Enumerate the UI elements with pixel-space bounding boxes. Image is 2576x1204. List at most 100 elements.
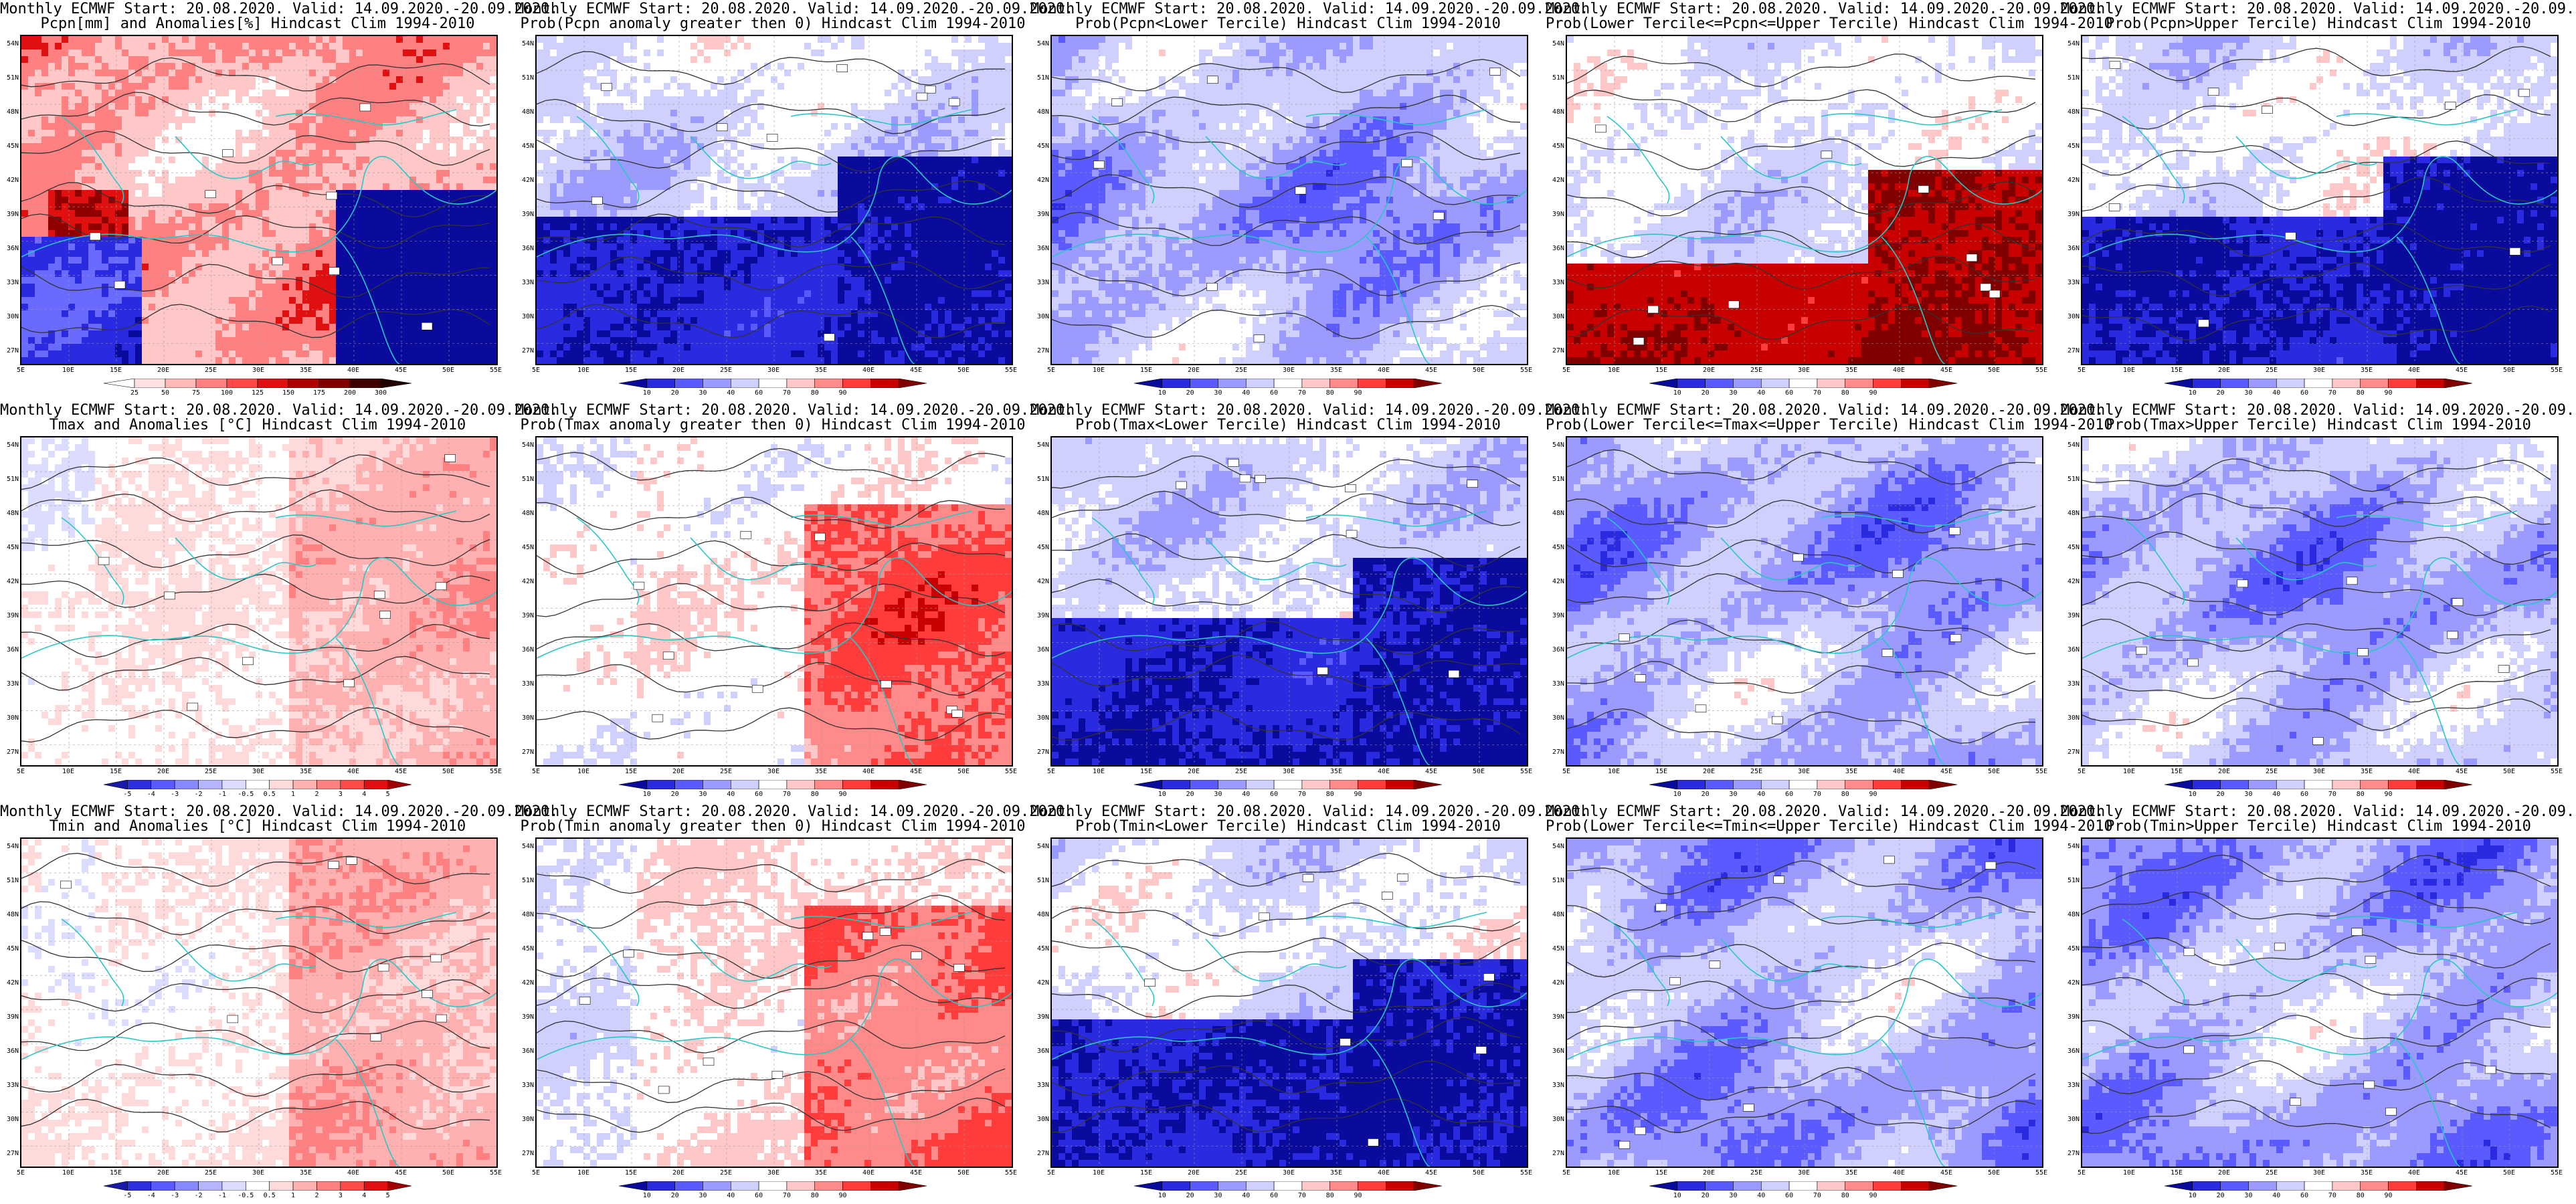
colorbar-swatch [221,1181,246,1191]
colorbar-tick-label: 80 [1841,389,1849,397]
coastline [2082,912,2557,1167]
colorbar-swatches [618,780,927,789]
colorbar-tick-label: 40 [2272,1192,2280,1199]
panel-title-line2: Prob(Tmin>Upper Tercile) Hindcast Clim 1… [2061,819,2576,835]
contour-lines [1052,852,1521,1133]
longitude-label: 50E [2503,367,2515,374]
colorbar-swatch [1301,780,1331,789]
colorbar-tick-label: 20 [1186,791,1194,798]
longitude-label: 50E [957,1169,970,1177]
latitude-label: 36N [2061,646,2080,654]
colorbar-tick-label: 3 [339,791,343,798]
colorbar-swatch [1928,379,1958,388]
colorbar-tick-label: 30 [1214,1192,1222,1199]
colorbar-tick-label: 30 [1729,1192,1737,1199]
longitude-label: 25E [1235,768,1247,775]
longitude-label: 40E [862,367,875,374]
longitude-label: 10E [62,768,74,775]
longitude-label: 55E [490,1169,502,1177]
latitude-label: 42N [515,578,534,585]
longitude-label: 35E [1330,1169,1342,1177]
latitude-label: 48N [515,911,534,918]
colorbar-tick-label: 40 [1242,791,1250,798]
colorbar-swatch [758,1181,788,1191]
latitude-label: 33N [0,680,19,688]
latitude-label: 36N [515,1047,534,1055]
latitude-label: 27N [2061,748,2080,756]
colorbar-swatch [151,780,175,789]
colorbar-swatch [2164,780,2193,789]
colorbar-tick-label: 20 [1186,389,1194,397]
latitude-label: 54N [1030,40,1049,47]
longitude-label: 10E [62,1169,74,1177]
colorbar-tick-label: 40 [727,1192,735,1199]
colorbar-swatch [1329,780,1358,789]
panel-title-line1: Monthly ECMWF Start: 20.08.2020. Valid: … [515,804,1073,820]
longitude-label: 10E [577,1169,589,1177]
panel-title-line2: Prob(Tmax anomaly greater then 0) Hindca… [515,417,1030,433]
colorbar-tick-label: 90 [2385,791,2393,798]
colorbar [87,780,428,789]
latitude-label: 51N [2061,74,2080,82]
longitude-label: 40E [2408,367,2420,374]
colorbar-swatch [786,379,816,388]
colorbar-tick-label: 20 [671,1192,679,1199]
forecast-map [20,35,498,365]
colorbar-tick-label: 30 [1729,791,1737,798]
latitude-label: 51N [0,476,19,483]
longitude-label: 10E [577,367,589,374]
contour-value-tags [89,103,433,330]
colorbar-tick-label: 20 [1186,1192,1194,1199]
longitude-label: 35E [2361,768,2373,775]
colorbar-tick-label: 40 [727,389,735,397]
colorbar-tick-label: 150 [282,389,294,397]
colorbar-tick-label: -2 [195,1192,203,1199]
colorbar-swatch [618,379,648,388]
latitude-label: 30N [0,1116,19,1123]
longitude-label: 25E [720,768,732,775]
colorbar-swatch [1760,780,1790,789]
longitude-label: 5E [532,768,540,775]
colorbar-swatch [1788,379,1818,388]
colorbar-tick-label: 80 [811,389,819,397]
colorbar-swatch [1705,1181,1734,1191]
longitude-label: 20E [1188,367,1200,374]
coastline [537,109,1012,364]
colorbar-tick-label: 20 [2217,389,2225,397]
colorbar-swatches [618,1181,927,1191]
panel-title-line2: Prob(Lower Tercile<=Tmax<=Upper Tercile)… [1546,417,2113,433]
latitude-label: 33N [1546,1082,1564,1089]
colorbar-tick-label: 80 [811,1192,819,1199]
colorbar-swatch [1133,379,1163,388]
colorbar-swatches [1133,1181,1443,1191]
latitude-label: 45N [1546,945,1564,952]
longitude-label: 50E [957,768,970,775]
colorbar-swatch [1301,379,1331,388]
colorbar-swatch [1845,379,1873,388]
panel-title-line2: Tmin and Anomalies [°C] Hindcast Clim 19… [0,819,515,835]
panel-title-line2: Prob(Tmax<Lower Tercile) Hindcast Clim 1… [1030,417,1546,433]
longitude-label: 5E [2078,367,2086,374]
latitude-label: 45N [1030,142,1049,150]
latitude-label: 39N [0,1013,19,1021]
colorbar-swatch [646,379,675,388]
longitude-label: 55E [1520,367,1532,374]
colorbar-tick-label: 90 [1354,389,1362,397]
panel-title-line1: Monthly ECMWF Start: 20.08.2020. Valid: … [515,403,1073,419]
colorbar-swatch [870,780,899,789]
longitude-label: 45E [1425,1169,1437,1177]
colorbar-swatch [814,379,843,388]
longitude-label: 55E [1005,1169,1017,1177]
coastline [537,912,1012,1167]
longitude-label: 45E [1425,768,1437,775]
colorbar-tick-label: 2 [314,791,318,798]
colorbar-swatch [2192,1181,2221,1191]
colorbar-swatch [1928,1181,1958,1191]
colorbar-swatch [1873,1181,1902,1191]
coastline [537,510,1012,765]
latitude-label: 42N [1030,578,1049,585]
map-canvas [1567,839,2042,1167]
colorbar-swatch [1273,1181,1303,1191]
contour-value-tags [1595,124,2001,345]
longitude-label: 35E [1330,768,1342,775]
